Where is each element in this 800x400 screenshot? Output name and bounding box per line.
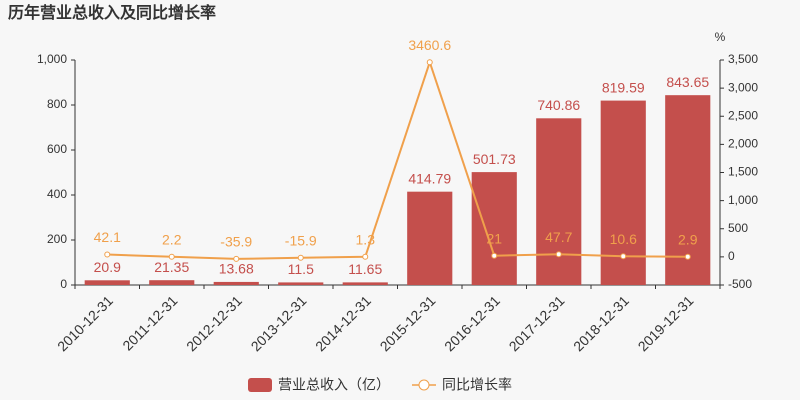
line-point (491, 252, 498, 259)
line-point (684, 253, 691, 260)
legend-label: 同比增长率 (442, 377, 512, 393)
line-value-label: 21 (486, 230, 502, 246)
y-tick-label: 0 (60, 277, 67, 291)
line-value-label: 42.1 (94, 229, 121, 245)
bar-value-label: 13.68 (219, 261, 254, 277)
y2-unit: % (715, 30, 726, 44)
bar (278, 282, 324, 285)
bar-value-label: 819.59 (602, 79, 645, 95)
bar (213, 281, 259, 285)
bar-value-label: 501.73 (473, 151, 516, 167)
line-point (233, 255, 240, 262)
y-tick-label: 800 (47, 97, 67, 111)
y2-tick-label: 1,500 (728, 165, 758, 179)
bar-value-label: 11.65 (348, 261, 382, 277)
line-value-label: 10.6 (610, 231, 637, 247)
line-point (168, 253, 175, 260)
y2-tick-label: 2,000 (728, 137, 758, 151)
bar (342, 282, 388, 285)
y-tick-label: 1,000 (37, 52, 67, 66)
y-tick-label: 400 (47, 187, 67, 201)
bar (665, 95, 711, 286)
y2-tick-label: 500 (728, 221, 748, 235)
y2-tick-label: 3,500 (728, 52, 758, 66)
y2-tick-label: 1,000 (728, 193, 758, 207)
bar (149, 280, 195, 285)
legend-swatch (418, 379, 430, 391)
line-point (426, 59, 433, 66)
bar-value-label: 20.9 (94, 259, 121, 275)
line-point (555, 251, 562, 258)
legend-label: 营业总收入（亿） (278, 377, 390, 393)
y2-tick-label: 0 (728, 249, 735, 263)
line-value-label: 1.3 (356, 232, 376, 248)
line-point (620, 253, 627, 260)
line-value-label: 47.7 (545, 229, 572, 245)
bar-value-label: 414.79 (408, 170, 451, 186)
bar-value-label: 21.35 (154, 259, 189, 275)
y-tick-label: 600 (47, 142, 67, 156)
line-value-label: 2.2 (162, 231, 182, 247)
line-value-label: -35.9 (220, 234, 252, 250)
bar-value-label: 740.86 (537, 97, 580, 113)
line-value-label: -15.9 (285, 232, 317, 248)
bar (407, 191, 453, 285)
legend-swatch (248, 378, 272, 392)
bar-value-label: 843.65 (666, 74, 709, 90)
y2-tick-label: -500 (728, 277, 752, 291)
line-point (104, 251, 111, 258)
bar (536, 118, 582, 285)
y2-tick-label: 2,500 (728, 108, 758, 122)
line-value-label: 2.9 (678, 231, 698, 247)
line-point (297, 254, 304, 261)
bar (471, 172, 517, 285)
bar-value-label: 11.5 (288, 261, 314, 277)
bar (84, 280, 130, 285)
y-tick-label: 200 (47, 232, 67, 246)
line-point (362, 253, 369, 260)
line-value-label: 3460.6 (408, 37, 451, 53)
line (107, 59, 688, 260)
chart-title: 历年营业总收入及同比增长率 (8, 3, 216, 22)
y2-tick-label: 3,000 (728, 80, 758, 94)
